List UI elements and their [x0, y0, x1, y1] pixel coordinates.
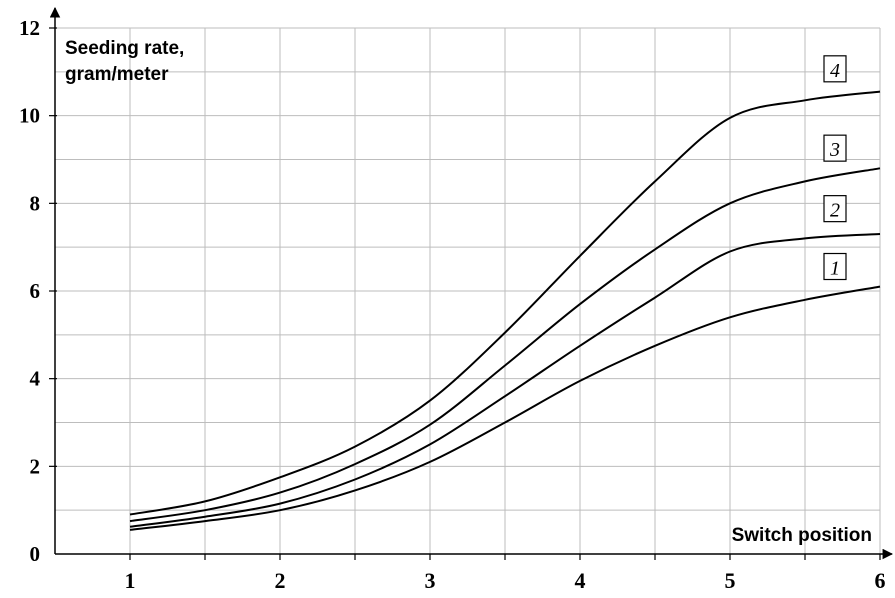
x-tick-label: 2	[275, 568, 286, 593]
grid	[54, 27, 881, 554]
y-axis-title-line-2: gram/meter	[65, 64, 169, 85]
series-line-3	[129, 167, 881, 523]
series-label-box-4	[823, 55, 847, 83]
x-tick-label: 5	[725, 568, 736, 593]
series-line-1	[129, 285, 881, 531]
series-label-box-3	[823, 134, 847, 162]
series-line-2	[129, 233, 881, 528]
x-tick-label: 3	[425, 568, 436, 593]
y-tick-label: 4	[30, 367, 41, 391]
x-tick-label: 6	[875, 568, 886, 593]
y-tick-label: 12	[19, 16, 40, 40]
series-label-2: 2	[830, 200, 840, 222]
series-line-4	[129, 90, 881, 516]
series-lines	[129, 90, 881, 531]
x-axis-title: Switch position	[732, 525, 872, 546]
x-tick-label: 4	[575, 568, 586, 593]
series-label-4: 4	[830, 60, 840, 82]
axes	[49, 6, 894, 560]
series-label-box-2	[823, 195, 847, 223]
y-tick-label: 0	[30, 542, 41, 566]
series-labels: 1 2 3 4	[823, 55, 847, 281]
y-tick-label: 8	[30, 191, 41, 215]
series-label-1: 1	[830, 258, 840, 280]
series-label-3: 3	[829, 139, 840, 161]
y-tick-label: 6	[30, 279, 41, 303]
x-tick-label: 1	[125, 568, 136, 593]
y-tick-label: 2	[30, 454, 41, 478]
y-tick-label: 10	[19, 104, 40, 128]
series-label-box-1	[823, 252, 847, 281]
y-axis-title-line-1: Seeding rate,	[65, 38, 184, 59]
